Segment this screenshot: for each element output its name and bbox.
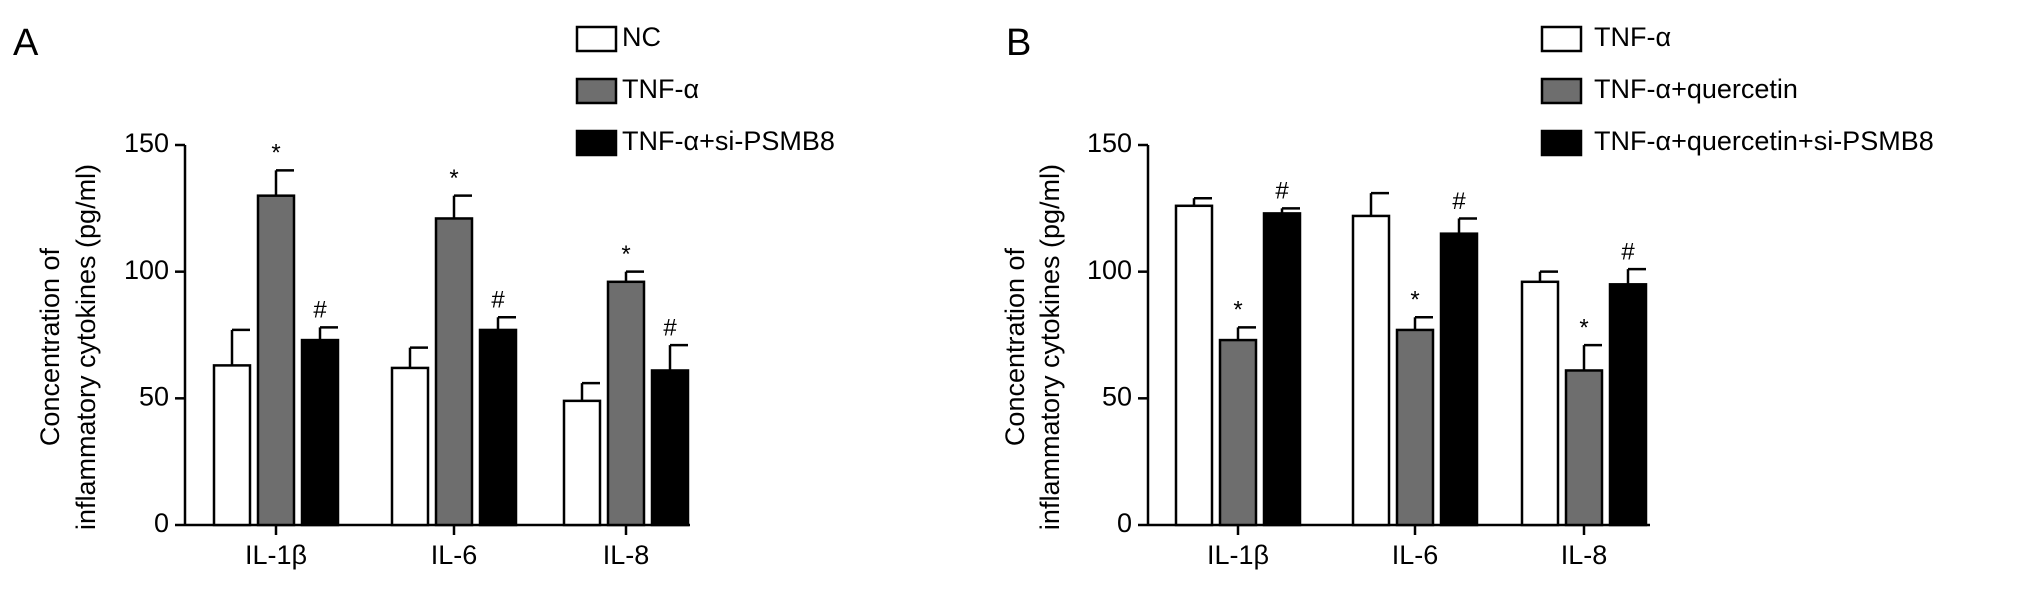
annotation: * xyxy=(1410,287,1419,314)
legend-label: TNF-α xyxy=(622,74,699,104)
bar xyxy=(300,338,340,527)
y-tick-label: 100 xyxy=(1087,255,1132,285)
legend-swatch xyxy=(575,129,618,157)
legend-label: TNF-α+quercetin+si-PSMB8 xyxy=(1594,126,1934,156)
bar xyxy=(650,369,690,527)
bar xyxy=(434,217,474,527)
annotation: # xyxy=(313,297,327,324)
legend-swatch xyxy=(1540,25,1583,53)
bar xyxy=(1351,214,1391,527)
y-tick-label: 50 xyxy=(139,381,169,411)
legend-label: TNF-α+quercetin xyxy=(1594,74,1798,104)
bar xyxy=(606,280,646,527)
y-tick-label: 150 xyxy=(1087,128,1132,158)
bar xyxy=(1262,212,1302,527)
x-tick-label: IL-6 xyxy=(1392,540,1439,570)
bar xyxy=(212,364,252,527)
legend-label: TNF-α xyxy=(1594,22,1671,52)
legend-swatch xyxy=(575,77,618,105)
y-tick-label: 100 xyxy=(124,255,169,285)
y-tick-label: 0 xyxy=(154,508,169,538)
legend-label: TNF-α+si-PSMB8 xyxy=(622,126,835,156)
legend-swatch xyxy=(1540,129,1583,157)
bar xyxy=(256,194,296,527)
bar xyxy=(562,399,602,527)
panel-label: B xyxy=(1006,22,1031,64)
annotation: * xyxy=(621,241,630,268)
bar xyxy=(1520,280,1560,527)
annotation: * xyxy=(1579,314,1588,341)
bar xyxy=(1564,369,1604,527)
bar xyxy=(1439,232,1479,527)
y-axis-label: inflammatory cytokines (pg/ml) xyxy=(1035,164,1065,530)
y-axis-label: Concentration of xyxy=(1000,247,1030,446)
legend-swatch xyxy=(575,25,618,53)
legend-label: NC xyxy=(622,22,661,52)
y-axis-label: inflammatory cytokines (pg/ml) xyxy=(71,164,101,530)
annotation: * xyxy=(449,165,458,192)
annotation: # xyxy=(491,287,505,314)
bar xyxy=(1174,204,1214,527)
y-tick-label: 50 xyxy=(1102,381,1132,411)
bar xyxy=(1218,338,1258,527)
y-tick-label: 150 xyxy=(124,128,169,158)
legend-swatch xyxy=(1540,77,1583,105)
annotation: * xyxy=(1233,297,1242,324)
y-tick-label: 0 xyxy=(1117,508,1132,538)
annotation: # xyxy=(1452,188,1466,215)
annotation: # xyxy=(663,314,677,341)
annotation: # xyxy=(1621,238,1635,265)
panel-label: A xyxy=(13,22,39,64)
x-tick-label: IL-1β xyxy=(245,540,307,570)
bar xyxy=(1608,283,1648,527)
annotation: # xyxy=(1275,178,1289,205)
bar xyxy=(390,366,430,527)
bar xyxy=(478,328,518,527)
bar xyxy=(1395,328,1435,527)
x-tick-label: IL-6 xyxy=(431,540,478,570)
annotation: * xyxy=(271,140,280,167)
y-axis-label: Concentration of xyxy=(35,247,65,446)
x-tick-label: IL-1β xyxy=(1207,540,1269,570)
x-tick-label: IL-8 xyxy=(603,540,650,570)
x-tick-label: IL-8 xyxy=(1561,540,1608,570)
